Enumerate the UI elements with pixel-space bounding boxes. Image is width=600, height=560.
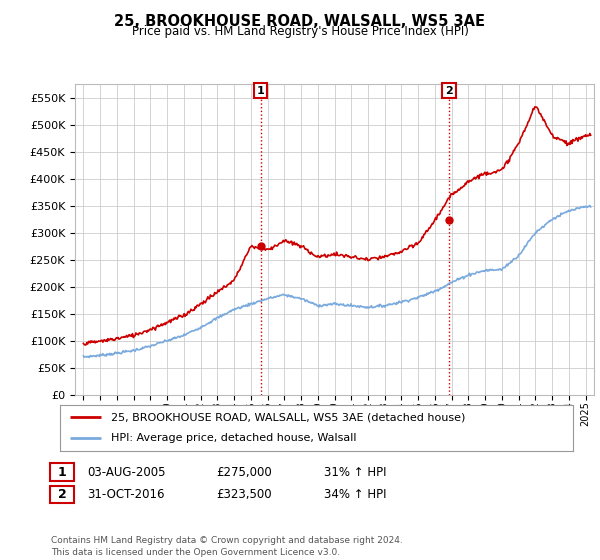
Text: 25, BROOKHOUSE ROAD, WALSALL, WS5 3AE (detached house): 25, BROOKHOUSE ROAD, WALSALL, WS5 3AE (d…: [112, 412, 466, 422]
Text: 1: 1: [257, 86, 265, 96]
Text: HPI: Average price, detached house, Walsall: HPI: Average price, detached house, Wals…: [112, 433, 357, 444]
Text: £275,000: £275,000: [216, 465, 272, 479]
Text: Contains HM Land Registry data © Crown copyright and database right 2024.
This d: Contains HM Land Registry data © Crown c…: [51, 536, 403, 557]
Text: 31% ↑ HPI: 31% ↑ HPI: [324, 465, 386, 479]
Text: 31-OCT-2016: 31-OCT-2016: [87, 488, 164, 501]
Text: £323,500: £323,500: [216, 488, 272, 501]
Text: 03-AUG-2005: 03-AUG-2005: [87, 465, 166, 479]
Text: 34% ↑ HPI: 34% ↑ HPI: [324, 488, 386, 501]
Text: 1: 1: [58, 465, 67, 479]
Text: 25, BROOKHOUSE ROAD, WALSALL, WS5 3AE: 25, BROOKHOUSE ROAD, WALSALL, WS5 3AE: [115, 14, 485, 29]
Text: 2: 2: [445, 86, 453, 96]
Text: Price paid vs. HM Land Registry's House Price Index (HPI): Price paid vs. HM Land Registry's House …: [131, 25, 469, 38]
Text: 2: 2: [58, 488, 67, 501]
